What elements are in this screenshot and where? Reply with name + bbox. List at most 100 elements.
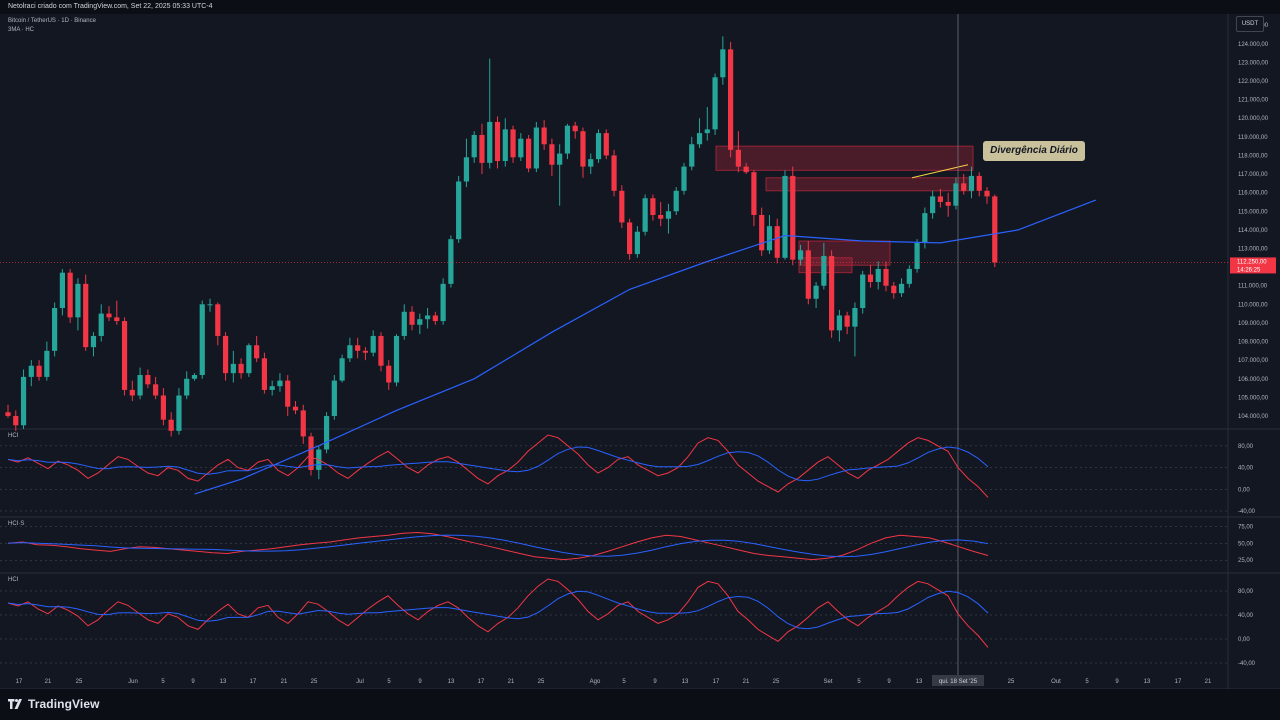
candle-body: [339, 358, 345, 381]
candle-body: [720, 49, 726, 78]
price-tick-label: 118.000,00: [1238, 153, 1268, 159]
chart-canvas[interactable]: 125.000,00124.000,00123.000,00122.000,00…: [0, 0, 1280, 689]
candle-body: [28, 365, 34, 377]
candle-body: [992, 196, 998, 263]
divergence-line: [911, 164, 969, 179]
oscillator-signal-line: [7, 446, 989, 482]
candle-body: [549, 144, 555, 165]
time-tick-label: 13: [1144, 679, 1151, 685]
pane-1-label[interactable]: HCI: [8, 433, 19, 439]
candle-body: [292, 406, 299, 411]
crosshair-date-badge: [932, 675, 984, 686]
time-tick-label: 17: [16, 679, 23, 685]
candle-body: [906, 268, 912, 284]
indicator-legend[interactable]: 3MA · HC: [8, 27, 35, 33]
candle-body: [463, 157, 470, 182]
time-tick-label: Out: [1051, 679, 1061, 685]
price-tick-label: 106.000,00: [1238, 377, 1269, 383]
price-tick-label: 115.000,00: [1238, 209, 1268, 215]
publish-header: Netolraci criado com TradingView.com, Se…: [0, 0, 1280, 14]
price-tick-label: 120.000,00: [1238, 116, 1269, 122]
footer-bar: TradingView: [0, 689, 1280, 720]
tradingview-logo[interactable]: TradingView: [8, 697, 100, 711]
candle-body: [930, 196, 936, 214]
oscillator-line: [7, 531, 989, 561]
time-tick-label: 17: [478, 679, 485, 685]
candle-body: [922, 213, 928, 243]
time-tick-label: 9: [191, 679, 195, 685]
candle-body: [160, 395, 166, 420]
divergence-annotation[interactable]: Divergência Diário: [983, 141, 1085, 161]
price-tick-label: 116.000,00: [1238, 191, 1268, 197]
time-tick-label: 21: [743, 679, 750, 685]
candle-body: [90, 335, 97, 348]
oscillator-line: [7, 578, 989, 648]
candle-body: [953, 183, 959, 206]
candle-body: [246, 345, 252, 374]
price-tick-label: 109.000,00: [1238, 321, 1269, 327]
pane-2-label[interactable]: HCI·S: [8, 521, 25, 527]
candle-body: [129, 389, 135, 396]
time-tick-label: 25: [773, 679, 780, 685]
candle-body: [378, 335, 384, 366]
candle-body: [44, 350, 50, 377]
candle-body: [36, 365, 42, 377]
time-tick-label: 25: [76, 679, 83, 685]
price-tick-label: 111.000,00: [1238, 284, 1268, 290]
brand-name: TradingView: [28, 697, 100, 711]
price-tick-label: 114.000,00: [1238, 228, 1268, 234]
current-price-label: 112.250,00: [1237, 259, 1267, 265]
oscillator-tick-label: 25,00: [1238, 558, 1254, 564]
candle-body: [627, 222, 633, 255]
oscillator-tick-label: -40,00: [1238, 661, 1256, 667]
symbol-title[interactable]: Bitcoin / TetherUS · 1D · Binance: [8, 18, 96, 24]
candle-body: [207, 304, 213, 306]
candle-body: [145, 375, 151, 385]
candle-body: [797, 250, 804, 260]
candle-body: [704, 129, 710, 134]
candle-body: [386, 365, 392, 383]
candle-body: [984, 190, 990, 197]
pane-3-label[interactable]: HCI: [8, 577, 19, 583]
candle-body: [393, 335, 400, 383]
time-tick-label: 5: [387, 679, 391, 685]
candle-body: [961, 183, 967, 191]
candle-body: [440, 283, 446, 322]
supply-zone: [765, 177, 974, 192]
candle-body: [510, 129, 516, 158]
price-tick-label: 119.000,00: [1238, 135, 1268, 141]
candle-body: [595, 133, 602, 160]
time-tick-label: Jul: [356, 679, 364, 685]
candle-body: [588, 159, 594, 167]
candle-body: [191, 375, 198, 379]
candle-body: [743, 166, 749, 173]
candle-body: [533, 127, 539, 169]
candle-body: [525, 138, 532, 169]
candle-body: [215, 304, 221, 336]
symbol-legend: Bitcoin / TetherUS · 1D · Binance 3MA · …: [8, 17, 96, 35]
candle-body: [689, 144, 695, 167]
currency-selector[interactable]: USDT: [1236, 16, 1264, 32]
time-tick-label: 13: [220, 679, 227, 685]
candle-body: [658, 214, 664, 219]
candle-body: [937, 196, 943, 202]
candle-body: [308, 436, 314, 470]
price-tick-label: 107.000,00: [1238, 358, 1269, 364]
time-tick-label: 21: [508, 679, 515, 685]
moving-average-line: [194, 199, 1097, 495]
candle-body: [331, 380, 337, 416]
candle-body: [829, 255, 835, 331]
candle-body: [813, 285, 819, 299]
time-tick-label: 21: [1205, 679, 1212, 685]
oscillator-signal-line: [7, 534, 989, 558]
candle-body: [471, 134, 477, 158]
candle-body: [968, 175, 975, 191]
candle-body: [650, 198, 656, 215]
time-tick-label: 25: [538, 679, 545, 685]
candle-body: [634, 231, 640, 255]
candle-body: [5, 412, 11, 416]
candle-body: [735, 149, 741, 167]
candle-body: [852, 308, 858, 327]
candle-body: [153, 384, 159, 396]
candle-body: [681, 166, 687, 191]
